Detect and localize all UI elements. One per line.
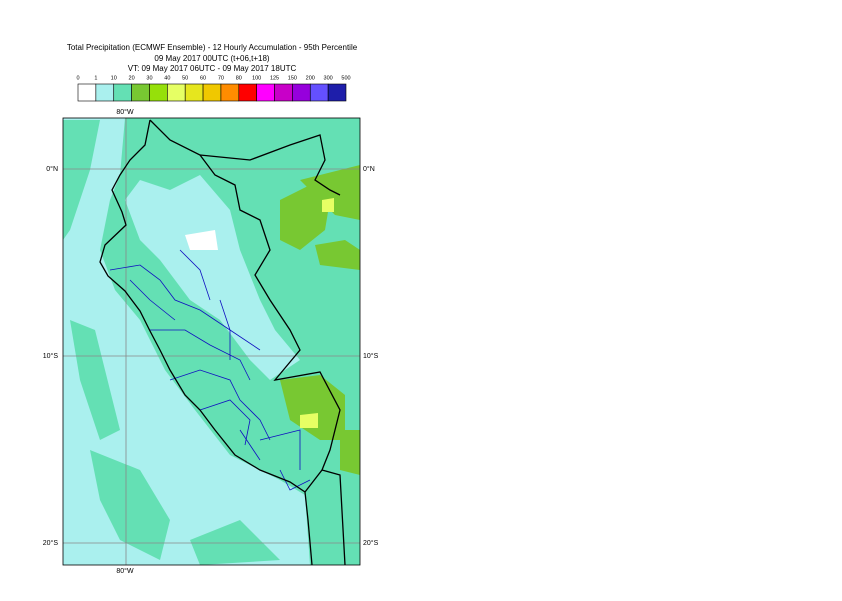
legend-label: 10: [111, 75, 117, 81]
legend-label: 80: [236, 75, 242, 81]
neighbour-border: [199, 134, 346, 565]
legend-label: 20: [129, 75, 135, 81]
legend-swatch: [77, 83, 97, 102]
subtitle: 09 May 2017 00UTC (t+06,t+18): [154, 54, 270, 63]
lon-label: 80°W: [116, 567, 134, 575]
legend-label: 40: [164, 75, 170, 81]
heavy-precip: [280, 165, 360, 475]
valid-time: VT: 09 May 2017 06UTC - 09 May 2017 18UT…: [128, 64, 297, 73]
legend-swatch: [184, 83, 204, 102]
ocean-band: [63, 120, 280, 565]
land-dry: [185, 230, 218, 250]
legend-swatch: [95, 83, 115, 102]
legend: 0 1 10 20 30 40 50 60 70 80 100 125 150 200 300 500: [76, 75, 351, 102]
lat-label: 20°S: [43, 539, 59, 547]
legend-label: 50: [182, 75, 188, 81]
peru-border: [149, 119, 341, 493]
lat-label: 10°S: [363, 352, 379, 360]
legend-swatch: [202, 83, 222, 102]
legend-label: 200: [306, 75, 315, 81]
legend-label: 300: [324, 75, 333, 81]
legend-label: 500: [341, 75, 350, 81]
legend-swatch: [256, 83, 275, 102]
coastline: [99, 119, 313, 565]
lat-label: 10°S: [43, 352, 59, 360]
title-block: Total Precipitation (ECMWF Ensemble) - 1…: [67, 43, 358, 73]
legend-label: 60: [200, 75, 206, 81]
legend-swatch: [327, 83, 347, 102]
legend-label: 30: [146, 75, 152, 81]
title: Total Precipitation (ECMWF Ensemble) - 1…: [67, 43, 358, 52]
regions: [109, 249, 311, 491]
legend-swatch: [292, 83, 311, 102]
legend-label: 70: [218, 75, 224, 81]
lon-label: 80°W: [116, 108, 134, 116]
legend-swatch: [167, 83, 186, 102]
lat-label: 0°N: [46, 165, 58, 173]
map-frame: [62, 117, 361, 566]
lat-label: 20°S: [363, 539, 379, 547]
ocean-precip: [63, 118, 310, 565]
legend-label: 125: [270, 75, 279, 81]
borders: [99, 119, 346, 565]
legend-label: 100: [252, 75, 261, 81]
lat-label: 0°N: [363, 165, 375, 173]
legend-swatch: [238, 83, 257, 102]
legend-swatch: [220, 83, 240, 102]
legend-swatch: [149, 83, 168, 102]
legend-swatch: [274, 83, 293, 102]
legend-label: 150: [288, 75, 297, 81]
legend-label: 1: [94, 75, 97, 81]
map: 80°W 80°W 0°N 10°S 20°S 0°N 10°S 20°S: [43, 108, 379, 575]
legend-swatch: [113, 83, 132, 102]
legend-swatch: [131, 83, 150, 102]
land-light: [125, 175, 300, 380]
legend-label: 0: [76, 75, 79, 81]
legend-swatch: [309, 83, 329, 102]
